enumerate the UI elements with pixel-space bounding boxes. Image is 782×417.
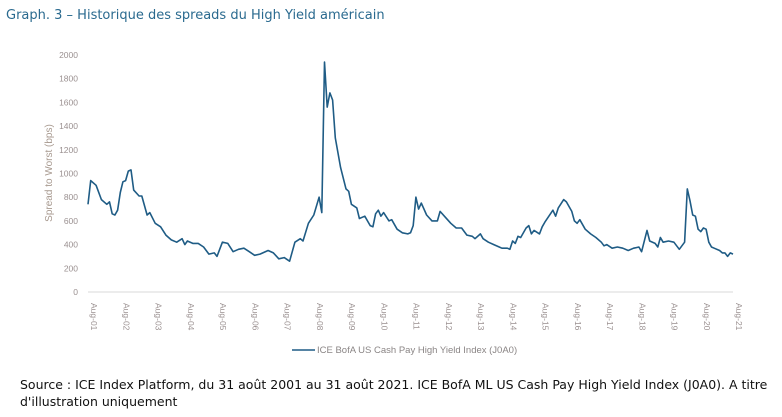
y-tick-label: 1400: [59, 121, 78, 131]
y-axis-title: Spread to Worst (bps): [44, 124, 55, 222]
y-tick-label: 1000: [59, 169, 78, 179]
x-tick-label: Aug-08: [315, 303, 325, 331]
y-tick-label: 1600: [59, 97, 78, 107]
x-tick-label: Aug-11: [412, 303, 422, 330]
x-tick-label: Aug-10: [379, 303, 389, 331]
legend: ICE BofA US Cash Pay High Yield Index (J…: [292, 345, 517, 356]
x-tick-label: Aug-16: [573, 303, 583, 331]
x-tick-label: Aug-13: [476, 303, 486, 331]
x-tick-label: Aug-18: [637, 303, 647, 331]
x-tick-label: Aug-17: [605, 303, 615, 331]
x-tick-label: Aug-01: [89, 303, 99, 331]
x-tick-label: Aug-06: [250, 303, 260, 331]
x-tick-label: Aug-21: [734, 303, 744, 331]
x-tick-label: Aug-15: [541, 303, 551, 331]
line-chart: 0 200 400 600 800 1000 1200 1400 1600 1800 2000 Au…: [44, 50, 744, 356]
y-tick-label: 2000: [59, 50, 78, 60]
x-tick-label: Aug-03: [154, 303, 164, 331]
y-tick-label: 1800: [59, 74, 78, 84]
x-tick-label: Aug-09: [347, 303, 357, 331]
x-tick-label: Aug-20: [702, 303, 712, 331]
series-line-j0a0: [87, 61, 734, 262]
source-note: Source : ICE Index Platform, du 31 août …: [20, 377, 768, 409]
x-tick-label: Aug-14: [508, 303, 518, 331]
x-tick-label: Aug-19: [670, 303, 680, 331]
y-tick-label: 800: [64, 192, 78, 202]
y-tick-label: 200: [64, 263, 78, 273]
x-tick-label: Aug-04: [186, 303, 196, 331]
y-tick-label: 0: [73, 287, 78, 297]
legend-label: ICE BofA US Cash Pay High Yield Index (J…: [317, 345, 517, 356]
y-tick-label: 1200: [59, 145, 78, 155]
x-tick-label: Aug-05: [218, 303, 228, 331]
x-tick-label: Aug-07: [283, 303, 293, 331]
y-tick-label: 400: [64, 240, 78, 250]
x-tick-label: Aug-12: [444, 303, 454, 331]
chart-title: Graph. 3 – Historique des spreads du Hig…: [6, 8, 385, 23]
x-tick-label: Aug-02: [121, 303, 131, 331]
y-tick-label: 600: [64, 216, 78, 226]
